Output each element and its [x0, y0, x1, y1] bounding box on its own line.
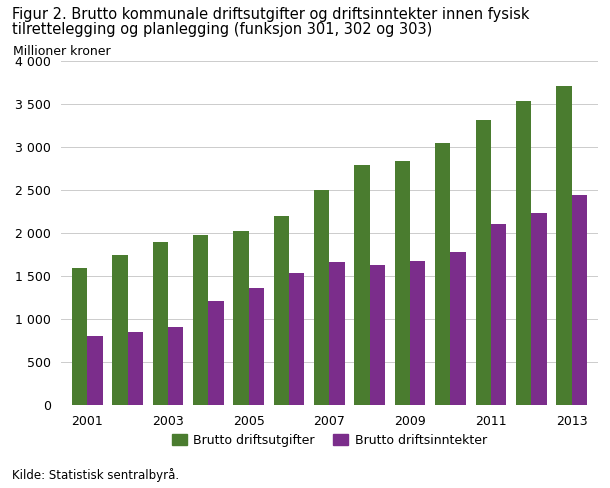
Bar [234, 231, 249, 405]
Bar [516, 101, 531, 405]
Bar [209, 301, 224, 405]
Bar [572, 195, 587, 405]
Bar [289, 273, 304, 405]
Bar [249, 288, 264, 405]
Bar [168, 327, 183, 405]
Bar [410, 261, 425, 405]
Bar [435, 142, 450, 405]
Bar [370, 265, 385, 405]
Text: Figur 2. Brutto kommunale driftsutgifter og driftsinntekter innen fysisk: Figur 2. Brutto kommunale driftsutgifter… [12, 7, 529, 22]
Bar [476, 121, 491, 405]
Bar [274, 216, 289, 405]
Text: Kilde: Statistisk sentralbyrå.: Kilde: Statistisk sentralbyrå. [12, 468, 179, 482]
Text: tilrettelegging og planlegging (funksjon 301, 302 og 303): tilrettelegging og planlegging (funksjon… [12, 22, 432, 37]
Bar [87, 336, 102, 405]
Bar [556, 86, 572, 405]
Bar [112, 255, 127, 405]
Bar [72, 268, 87, 405]
Text: Millioner kroner: Millioner kroner [13, 44, 110, 58]
Bar [314, 190, 329, 405]
Bar [152, 243, 168, 405]
Bar [127, 332, 143, 405]
Bar [329, 262, 345, 405]
Bar [491, 224, 506, 405]
Legend: Brutto driftsutgifter, Brutto driftsinntekter: Brutto driftsutgifter, Brutto driftsinnt… [167, 429, 492, 452]
Bar [193, 235, 209, 405]
Bar [531, 213, 547, 405]
Bar [354, 165, 370, 405]
Bar [450, 252, 466, 405]
Bar [395, 161, 410, 405]
